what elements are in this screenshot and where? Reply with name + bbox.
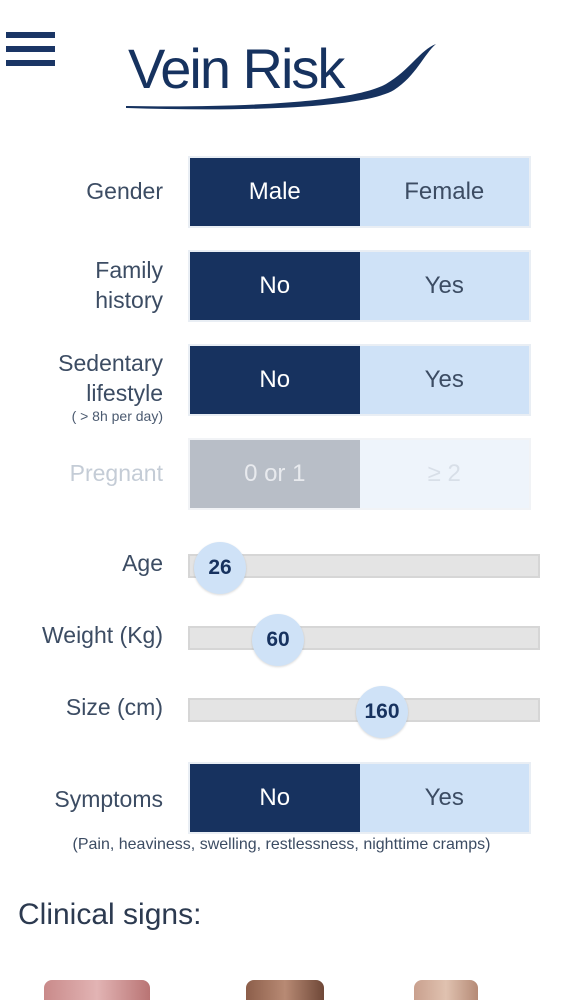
age-slider-knob[interactable]: 26 (194, 542, 246, 594)
age-slider-track[interactable] (188, 554, 540, 578)
pregnant-option-0-or-1: 0 or 1 (190, 440, 360, 508)
sedentary-hint: ( > 8h per day) (71, 408, 163, 424)
gender-label: Gender (86, 178, 163, 204)
clinical-sign-image[interactable] (44, 980, 150, 1000)
size-label: Size (cm) (65, 694, 163, 720)
family-history-label: Family history (95, 255, 163, 315)
pregnant-toggle: 0 or 1 ≥ 2 (188, 438, 531, 510)
symptoms-option-no[interactable]: No (190, 764, 360, 832)
menu-icon[interactable] (6, 32, 55, 72)
gender-option-male[interactable]: Male (190, 158, 360, 226)
family-history-option-yes[interactable]: Yes (359, 252, 529, 320)
symptoms-option-yes[interactable]: Yes (359, 764, 529, 832)
size-slider-knob[interactable]: 160 (356, 686, 408, 738)
family-history-label-line1: Family (95, 257, 163, 283)
logo-text: Vein Risk (128, 37, 345, 100)
sedentary-label-line2: lifestyle (86, 380, 163, 406)
gender-toggle[interactable]: Male Female (188, 156, 531, 228)
clinical-signs-title: Clinical signs: (18, 898, 202, 931)
clinical-sign-image[interactable] (246, 980, 324, 1000)
age-label: Age (122, 550, 163, 576)
sedentary-option-yes[interactable]: Yes (359, 346, 529, 414)
weight-slider-track[interactable] (188, 626, 540, 650)
family-history-option-no[interactable]: No (190, 252, 360, 320)
app-logo: Vein Risk (124, 30, 444, 112)
gender-option-female[interactable]: Female (359, 158, 529, 226)
sedentary-toggle[interactable]: No Yes (188, 344, 531, 416)
sedentary-option-no[interactable]: No (190, 346, 360, 414)
symptoms-note: (Pain, heaviness, swelling, restlessness… (72, 836, 491, 853)
family-history-toggle[interactable]: No Yes (188, 250, 531, 322)
pregnant-option-2-plus: ≥ 2 (359, 440, 529, 508)
pregnant-label: Pregnant (69, 460, 163, 486)
family-history-label-line2: history (95, 287, 163, 313)
sedentary-label-line1: Sedentary (58, 350, 163, 376)
symptoms-label: Symptoms (54, 786, 163, 812)
weight-label: Weight (Kg) (41, 622, 163, 648)
symptoms-toggle[interactable]: No Yes (188, 762, 531, 834)
logo-swoosh (126, 44, 436, 110)
sedentary-label: Sedentary lifestyle ( > 8h per day) (58, 348, 163, 424)
weight-slider-knob[interactable]: 60 (252, 614, 304, 666)
clinical-sign-image[interactable] (414, 980, 478, 1000)
